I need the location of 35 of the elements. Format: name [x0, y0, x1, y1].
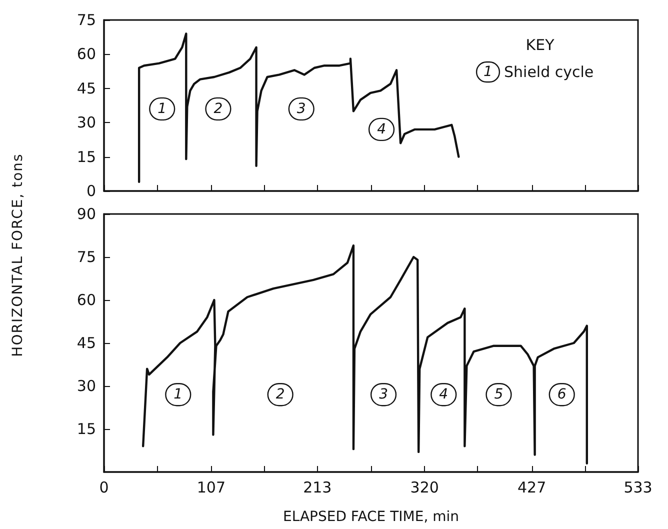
annotation: 1 [158, 100, 167, 117]
x-axis-title: ELAPSED FACE TIME, min [282, 509, 460, 525]
annotation: KEY [526, 36, 556, 54]
annotation: 2 [214, 100, 223, 117]
y-tick-label: 75 [76, 248, 96, 266]
annotation: Shield cycle [504, 63, 594, 81]
x-tick-label: 107 [196, 478, 226, 496]
y-tick-label: 30 [76, 114, 96, 132]
annotation: 3 [379, 386, 388, 403]
annotation: 3 [296, 100, 306, 117]
y-axis-title: HORIZONTAL FORCE, tons [10, 153, 26, 357]
annotation: 6 [557, 386, 566, 403]
y-tick-label: 90 [76, 205, 96, 223]
annotation: 1 [484, 64, 492, 80]
line-series [142, 244, 588, 464]
line-series [138, 32, 460, 183]
annotation: 1 [174, 386, 183, 403]
y-tick-label: 60 [76, 291, 96, 309]
y-tick-label: 15 [76, 148, 96, 166]
y-tick-label: 75 [76, 11, 96, 29]
x-tick-label: 320 [410, 478, 439, 496]
annotation: 5 [494, 386, 504, 403]
y-tick-label: 15 [76, 420, 96, 438]
x-tick-label: 427 [517, 478, 546, 496]
y-tick-label: 45 [76, 79, 96, 98]
annotation: 4 [377, 121, 386, 138]
annotation: 4 [439, 386, 448, 403]
y-tick-label: 30 [76, 377, 96, 395]
x-tick-label: 533 [624, 478, 652, 496]
y-tick-label: 0 [86, 182, 96, 200]
annotation: 2 [276, 386, 285, 403]
y-tick-label: 45 [76, 334, 96, 352]
x-tick-label: 213 [303, 478, 332, 496]
x-tick-label: 0 [99, 478, 109, 496]
y-tick-label: 60 [76, 45, 96, 64]
